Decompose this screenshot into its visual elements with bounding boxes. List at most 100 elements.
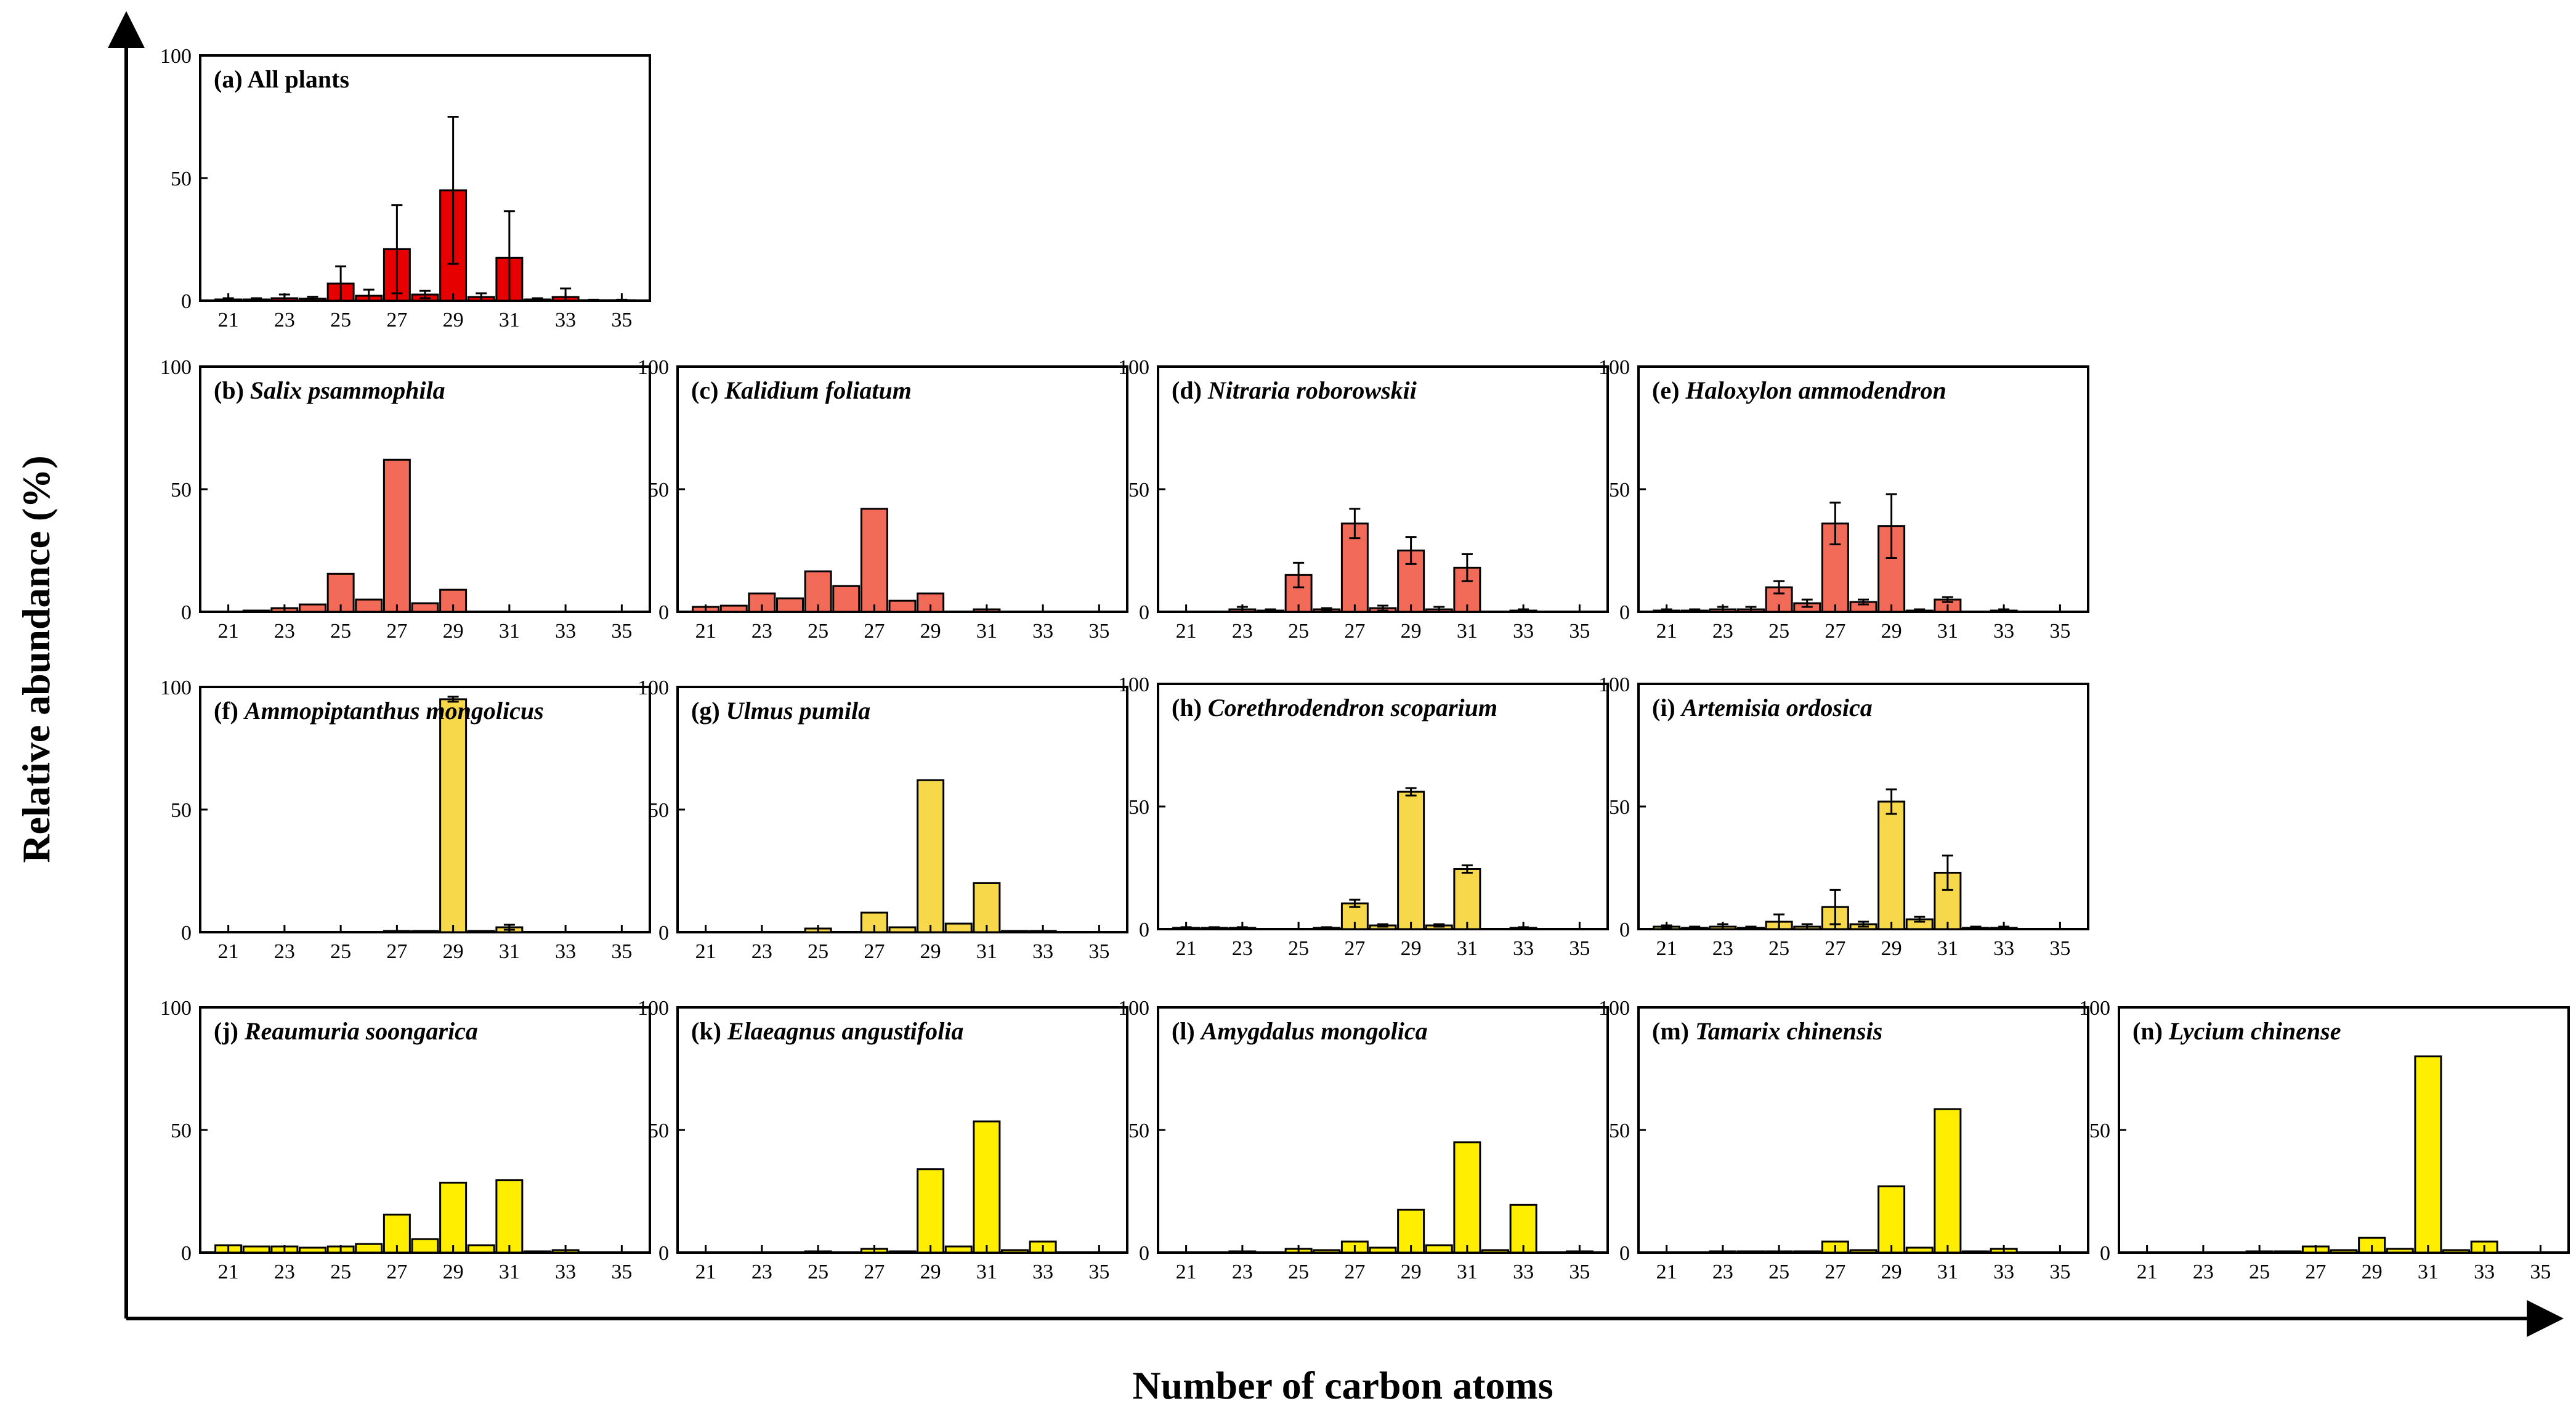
bar-c29 (1397, 790, 1425, 930)
bar-c31 (973, 1120, 1001, 1254)
x-tick-label: 25 (808, 1261, 828, 1283)
x-tick-label: 35 (611, 940, 632, 963)
bar-c28 (888, 599, 917, 613)
x-tick-label: 33 (1513, 620, 1534, 643)
error-bar-c29 (1405, 787, 1417, 797)
panel-k: 21 23 25 27 29 31 33 35 0 50 100 (k) Elaeagnus angu… (638, 997, 1128, 1283)
bar-c32 (1962, 1250, 1990, 1254)
bar-c31 (1453, 1141, 1481, 1254)
y-tick-label: 50 (1609, 479, 1630, 502)
x-tick-label: 21 (1176, 620, 1197, 643)
x-tick-label: 23 (274, 309, 295, 331)
x-tick-label: 21 (2137, 1261, 2158, 1283)
x-tick-label: 27 (1825, 620, 1845, 643)
panel-c: 21 23 25 27 29 31 33 35 0 50 100 (c) Kalidium folia… (638, 356, 1128, 643)
y-tick-label: 0 (658, 1242, 669, 1265)
x-tick-label: 27 (386, 940, 407, 963)
bar-c29 (1877, 800, 1906, 930)
x-tick-label: 35 (611, 309, 632, 331)
panel-title: (c) Kalidium foliatum (691, 376, 912, 404)
y-tick-label: 100 (638, 997, 669, 1020)
bar-c34 (580, 931, 608, 933)
x-tick-label: 23 (751, 1261, 772, 1283)
panel-title: (j) Reaumuria soongarica (214, 1017, 478, 1045)
y-tick-label: 0 (1619, 1242, 1630, 1265)
bar-c24 (1737, 1250, 1765, 1254)
panel-b: 21 23 25 27 29 31 33 35 0 50 100 (b) Salix psammoph… (160, 356, 651, 643)
bar-c32 (1481, 1249, 1509, 1254)
error-bar-c30 (476, 292, 487, 302)
panel-label: (l) (1172, 1017, 1201, 1045)
panel-title: (f) Ammopiptanthus mongolicus (214, 697, 544, 725)
panel-species-name: Ammopiptanthus mongolicus (243, 697, 544, 725)
error-bar-c26 (1321, 607, 1332, 612)
figure-x-label: Number of carbon atoms (1132, 1363, 1553, 1407)
x-tick-label: 27 (1344, 620, 1365, 643)
x-tick-label: 25 (2249, 1261, 2270, 1283)
bar-c29 (917, 779, 945, 933)
x-tick-label: 35 (611, 620, 632, 643)
x-tick-label: 33 (555, 620, 576, 643)
y-tick-label: 100 (160, 356, 192, 379)
x-tick-label: 33 (1513, 937, 1534, 960)
x-tick-label: 23 (751, 940, 772, 963)
error-bar-c26 (1801, 598, 1813, 608)
y-tick-label: 0 (181, 1242, 192, 1265)
panel-m: 21 23 25 27 29 31 33 35 0 50 100 (m) Tamarix chinen… (1598, 997, 2089, 1283)
bar-c29 (439, 1182, 468, 1254)
x-tick-label: 23 (274, 620, 295, 643)
y-tick-label: 100 (1118, 673, 1149, 696)
x-tick-label: 33 (1032, 1261, 1053, 1283)
x-tick-label: 29 (443, 940, 464, 963)
error-bar-c28 (1858, 920, 1869, 928)
x-tick-label: 25 (1768, 620, 1789, 643)
x-tick-label: 31 (976, 620, 997, 643)
bar-c32 (1481, 928, 1509, 930)
bar-c30 (944, 1245, 973, 1254)
bar-c33 (1509, 1203, 1537, 1254)
bar-c34 (1057, 931, 1085, 933)
x-tick-label: 25 (1288, 620, 1309, 643)
bar-c24 (776, 597, 804, 613)
bar-c26 (355, 931, 383, 933)
x-tick-label: 27 (1344, 1261, 1365, 1283)
x-tick-label: 23 (2193, 1261, 2214, 1283)
x-tick-label: 27 (386, 309, 407, 331)
x-tick-label: 21 (218, 940, 239, 963)
panel-label: (f) (214, 697, 245, 725)
x-tick-label: 25 (1768, 937, 1789, 960)
y-tick-label: 0 (658, 922, 669, 945)
bar-c22 (242, 1245, 270, 1254)
x-tick-label: 29 (1881, 620, 1902, 643)
error-bar-c22 (251, 297, 262, 302)
panel-species-name: Amygdalus mongolica (1199, 1017, 1428, 1045)
bar-c35 (2046, 928, 2074, 930)
x-tick-label: 35 (1569, 1261, 1590, 1283)
error-bar-c31 (1942, 596, 1953, 603)
bar-c32 (2442, 1249, 2470, 1254)
error-bar-c27 (1349, 898, 1361, 908)
bar-c24 (299, 1246, 326, 1254)
panel-species-name: Reaumuria soongarica (244, 1017, 478, 1045)
panel-title: (a) All plants (214, 65, 349, 93)
y-tick-label: 100 (160, 997, 192, 1020)
error-bar-c31 (1461, 553, 1473, 582)
figure-y-label: Relative abundance (%) (14, 455, 58, 863)
bar-c24 (776, 931, 804, 933)
x-tick-label: 23 (1232, 620, 1253, 643)
x-tick-label: 27 (864, 620, 885, 643)
x-tick-label: 21 (695, 940, 716, 963)
x-tick-label: 33 (1993, 1261, 2014, 1283)
panel-title: (k) Elaeagnus angustifolia (691, 1017, 963, 1045)
x-tick-label: 31 (1937, 937, 1958, 960)
y-tick-label: 50 (1128, 1119, 1149, 1142)
bar-c22 (242, 931, 270, 933)
panel-title: (m) Tamarix chinensis (1652, 1017, 1882, 1045)
error-bar-c29 (1885, 788, 1897, 815)
x-tick-label: 35 (1088, 620, 1109, 643)
panel-species-name: Lycium chinense (2168, 1017, 2341, 1045)
error-bar-c30 (1433, 606, 1445, 613)
bar-c32 (1001, 930, 1029, 933)
x-tick-label: 29 (443, 309, 464, 331)
